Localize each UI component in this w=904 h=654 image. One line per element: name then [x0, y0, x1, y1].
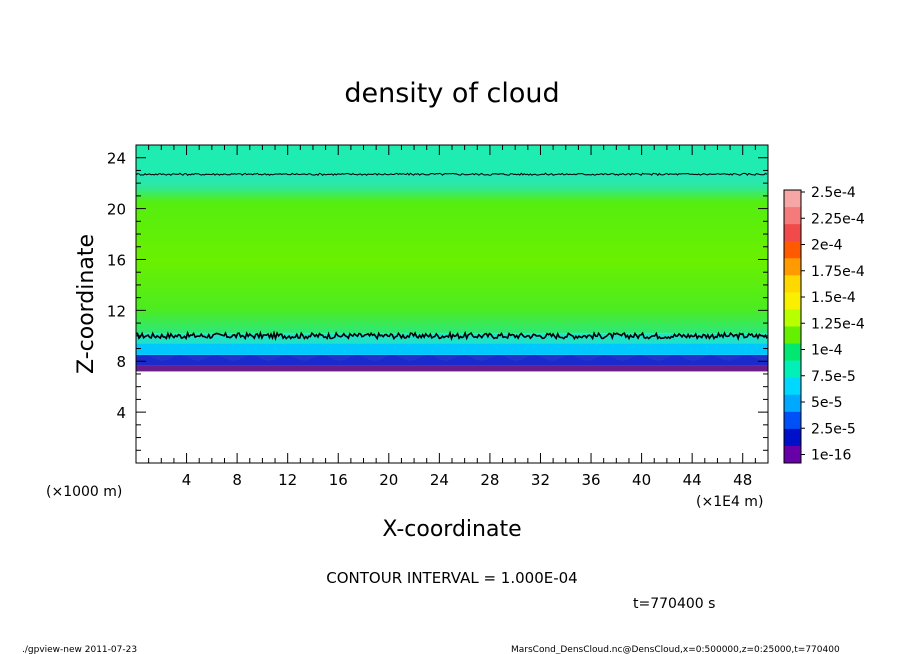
colorbar-swatch	[784, 275, 801, 293]
contour-line-1	[136, 172, 768, 177]
y-tick-label: 20	[107, 201, 126, 219]
field-layer-3	[136, 343, 768, 355]
colorbar-label: 1.75e-4	[811, 264, 865, 280]
x-tick-label: 12	[278, 471, 297, 489]
x-tick-label: 24	[430, 471, 449, 489]
colorbar-swatch	[784, 309, 801, 327]
x-tick-label: 44	[683, 471, 702, 489]
colorbar-label: 7.5e-5	[811, 369, 856, 385]
x-axis-label: X-coordinate	[382, 517, 521, 542]
footer-right-note: MarsCond_DensCloud.nc@DensCloud,x=0:5000…	[511, 645, 840, 654]
plot-area	[136, 145, 768, 463]
colorbar-label: 2.25e-4	[811, 211, 865, 227]
colorbar-label: 1e-4	[811, 343, 843, 359]
field-layer-0	[136, 371, 768, 463]
contour-interval: CONTOUR INTERVAL = 1.000E-04	[326, 569, 577, 587]
y-axis-label: Z-coordinate	[74, 234, 99, 374]
colorbar-label: 2.5e-4	[811, 185, 856, 201]
colorbar-swatch	[784, 258, 801, 276]
colorbar-swatch	[784, 411, 801, 430]
field-layer-1	[136, 365, 768, 372]
contour-line-0	[136, 330, 768, 342]
colorbar-swatch	[784, 360, 801, 378]
time-label: t=770400 s	[633, 596, 715, 612]
field-layer-wave	[136, 354, 768, 366]
colorbar-swatch	[784, 207, 801, 225]
colorbar-swatch	[784, 292, 801, 310]
x-tick-label: 40	[632, 471, 651, 489]
y-tick-label: 16	[107, 251, 126, 269]
x-tick-label: 4	[182, 471, 192, 489]
colorbar-label: 5e-5	[811, 395, 842, 411]
colorbar-label: 1e-16	[811, 448, 851, 464]
x-tick-label: 16	[329, 471, 348, 489]
colorbar-swatch	[784, 343, 801, 361]
colorbar-label: 2.5e-5	[811, 421, 856, 437]
x-tick-label: 48	[733, 471, 752, 489]
colorbar: 2.5e-4 2.25e-4 2e-4 1.75e-4 1.5e-4 1.25e-4 1e-…	[783, 185, 865, 464]
colorbar-swatch	[784, 190, 801, 208]
footer-left-note: ./gpview-new 2011-07-23	[22, 645, 137, 654]
colorbar-frame	[783, 189, 802, 464]
x-unit-label: (×1000 m)	[46, 484, 122, 500]
x-unit-right-label: (×1E4 m)	[696, 494, 763, 510]
colorbar-label: 2e-4	[811, 238, 843, 254]
x-tick-label: 8	[232, 471, 242, 489]
colorbar-swatch	[784, 445, 801, 464]
y-tick-label: 8	[116, 353, 126, 371]
colorbar-label: 1.25e-4	[811, 316, 865, 332]
colorbar-label: 1.5e-4	[811, 290, 856, 306]
x-tick-label: 36	[581, 471, 600, 489]
chart-title: density of cloud	[344, 78, 559, 109]
colorbar-swatch	[784, 326, 801, 344]
y-tick-label: 24	[107, 150, 126, 168]
x-tick-label: 28	[480, 471, 499, 489]
colorbar-swatch	[784, 241, 801, 259]
colorbar-swatch	[784, 428, 801, 447]
colorbar-swatch	[784, 394, 801, 413]
y-tick-label: 4	[116, 404, 126, 422]
field-layer-5	[136, 172, 768, 334]
colorbar-swatch	[784, 224, 801, 242]
y-tick-label: 12	[107, 302, 126, 320]
x-tick-label: 20	[379, 471, 398, 489]
colorbar-swatch	[784, 377, 801, 396]
x-tick-label: 32	[531, 471, 550, 489]
